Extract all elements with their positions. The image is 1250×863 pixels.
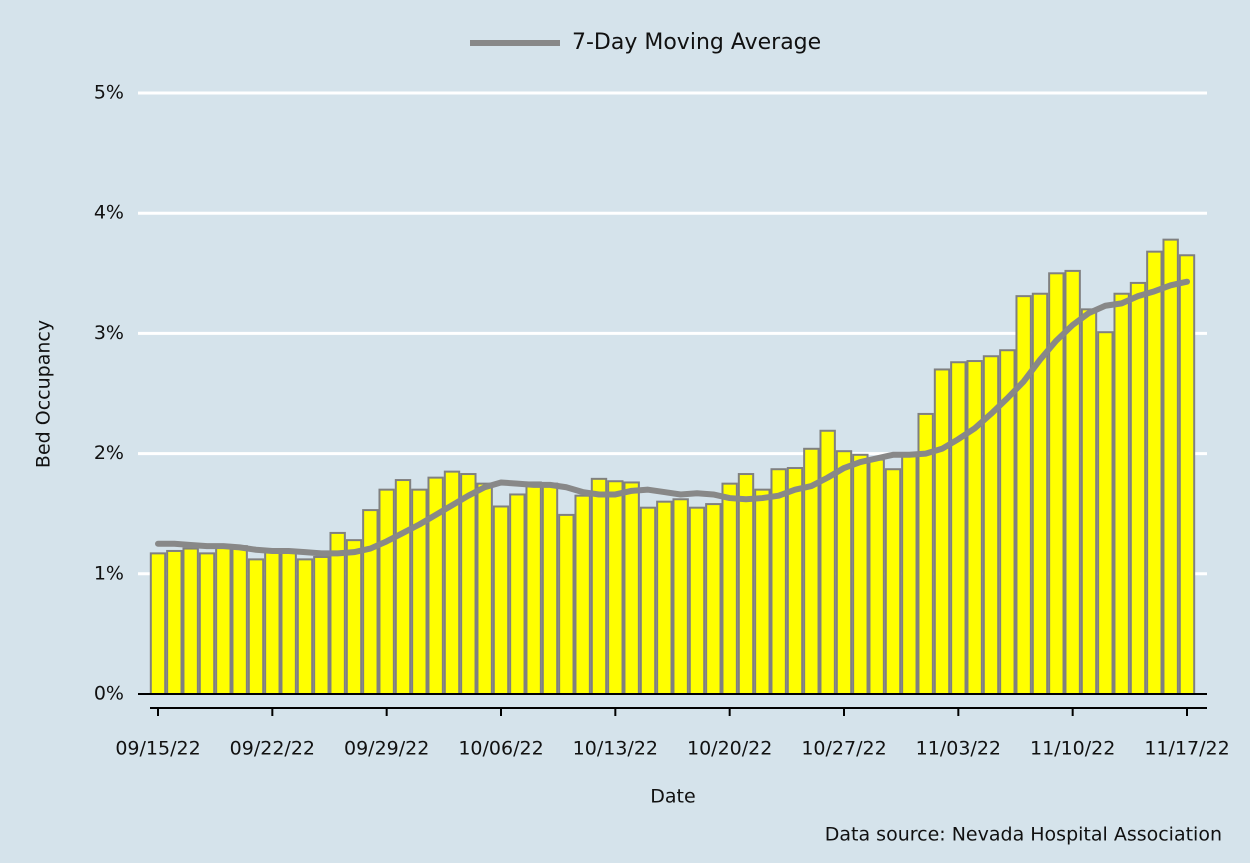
- bar: [688, 506, 706, 695]
- x-tick-label: 09/15/22: [115, 738, 200, 760]
- bar: [835, 450, 853, 696]
- bar: [1064, 269, 1081, 695]
- bar: [966, 360, 983, 695]
- bar: [149, 552, 167, 696]
- bar: [525, 481, 542, 695]
- bar: [884, 468, 902, 696]
- bar: [231, 545, 248, 695]
- bar: [166, 549, 183, 695]
- bar: [1146, 250, 1163, 695]
- x-tick-label: 10/06/22: [458, 738, 543, 760]
- bar: [182, 547, 199, 695]
- moving-average-line: [155, 278, 1190, 557]
- y-tick-label: 1%: [94, 562, 124, 584]
- bar: [280, 551, 297, 695]
- x-tick-label: 10/27/22: [801, 738, 886, 760]
- y-tick-label: 2%: [94, 442, 124, 464]
- x-tick-label: 11/10/22: [1030, 738, 1115, 760]
- bar: [819, 429, 836, 695]
- x-tick-label: 09/29/22: [344, 738, 429, 760]
- bar: [656, 500, 673, 695]
- bar: [313, 555, 330, 695]
- bar: [492, 505, 510, 695]
- bar: [786, 467, 804, 695]
- x-tick-label: 10/20/22: [687, 738, 772, 760]
- bar: [558, 513, 575, 695]
- bar: [1113, 292, 1130, 695]
- bar: [198, 552, 216, 696]
- bar: [1015, 295, 1032, 695]
- bar: [672, 498, 689, 695]
- bar: [296, 558, 314, 695]
- bar: [215, 543, 232, 696]
- bar: [574, 494, 591, 696]
- bar: [770, 468, 787, 696]
- x-tick-label: 11/03/22: [916, 738, 1001, 760]
- y-axis-label: Bed Occupancy: [33, 320, 55, 468]
- y-tick-label: 5%: [94, 82, 124, 104]
- bar: [394, 479, 412, 695]
- bar: [329, 531, 346, 695]
- bar: [737, 473, 755, 695]
- bar: [852, 453, 869, 695]
- bar: [378, 488, 395, 695]
- x-axis-label: Date: [650, 786, 695, 808]
- bar: [590, 477, 608, 696]
- bar: [933, 368, 951, 695]
- bar: [1162, 238, 1179, 695]
- bar: [639, 506, 657, 695]
- legend-label: 7-Day Moving Average: [572, 30, 821, 55]
- x-tick-label: 11/17/22: [1144, 738, 1229, 760]
- bar: [541, 482, 559, 695]
- bar: [476, 482, 493, 695]
- source-note: Data source: Nevada Hospital Association: [825, 824, 1222, 846]
- bar: [754, 488, 771, 695]
- bar: [1080, 308, 1098, 695]
- x-tick-label: 10/13/22: [573, 738, 658, 760]
- bar: [607, 480, 624, 695]
- x-tick-label: 09/22/22: [230, 738, 315, 760]
- y-tick-label: 3%: [94, 322, 124, 344]
- bar: [247, 558, 265, 695]
- bar: [623, 481, 640, 695]
- bar: [950, 361, 967, 695]
- bar: [721, 482, 738, 695]
- bar: [345, 539, 363, 695]
- bar: [1178, 254, 1196, 696]
- bar: [264, 551, 281, 695]
- bar: [1129, 281, 1147, 695]
- bar: [868, 458, 885, 695]
- y-tick-label: 4%: [94, 202, 124, 224]
- bar: [509, 493, 526, 695]
- bar: [1097, 331, 1114, 695]
- y-tick-label: 0%: [94, 683, 124, 705]
- bar: [362, 509, 379, 695]
- bar: [705, 503, 722, 696]
- bar: [460, 473, 477, 695]
- bar: [901, 455, 918, 695]
